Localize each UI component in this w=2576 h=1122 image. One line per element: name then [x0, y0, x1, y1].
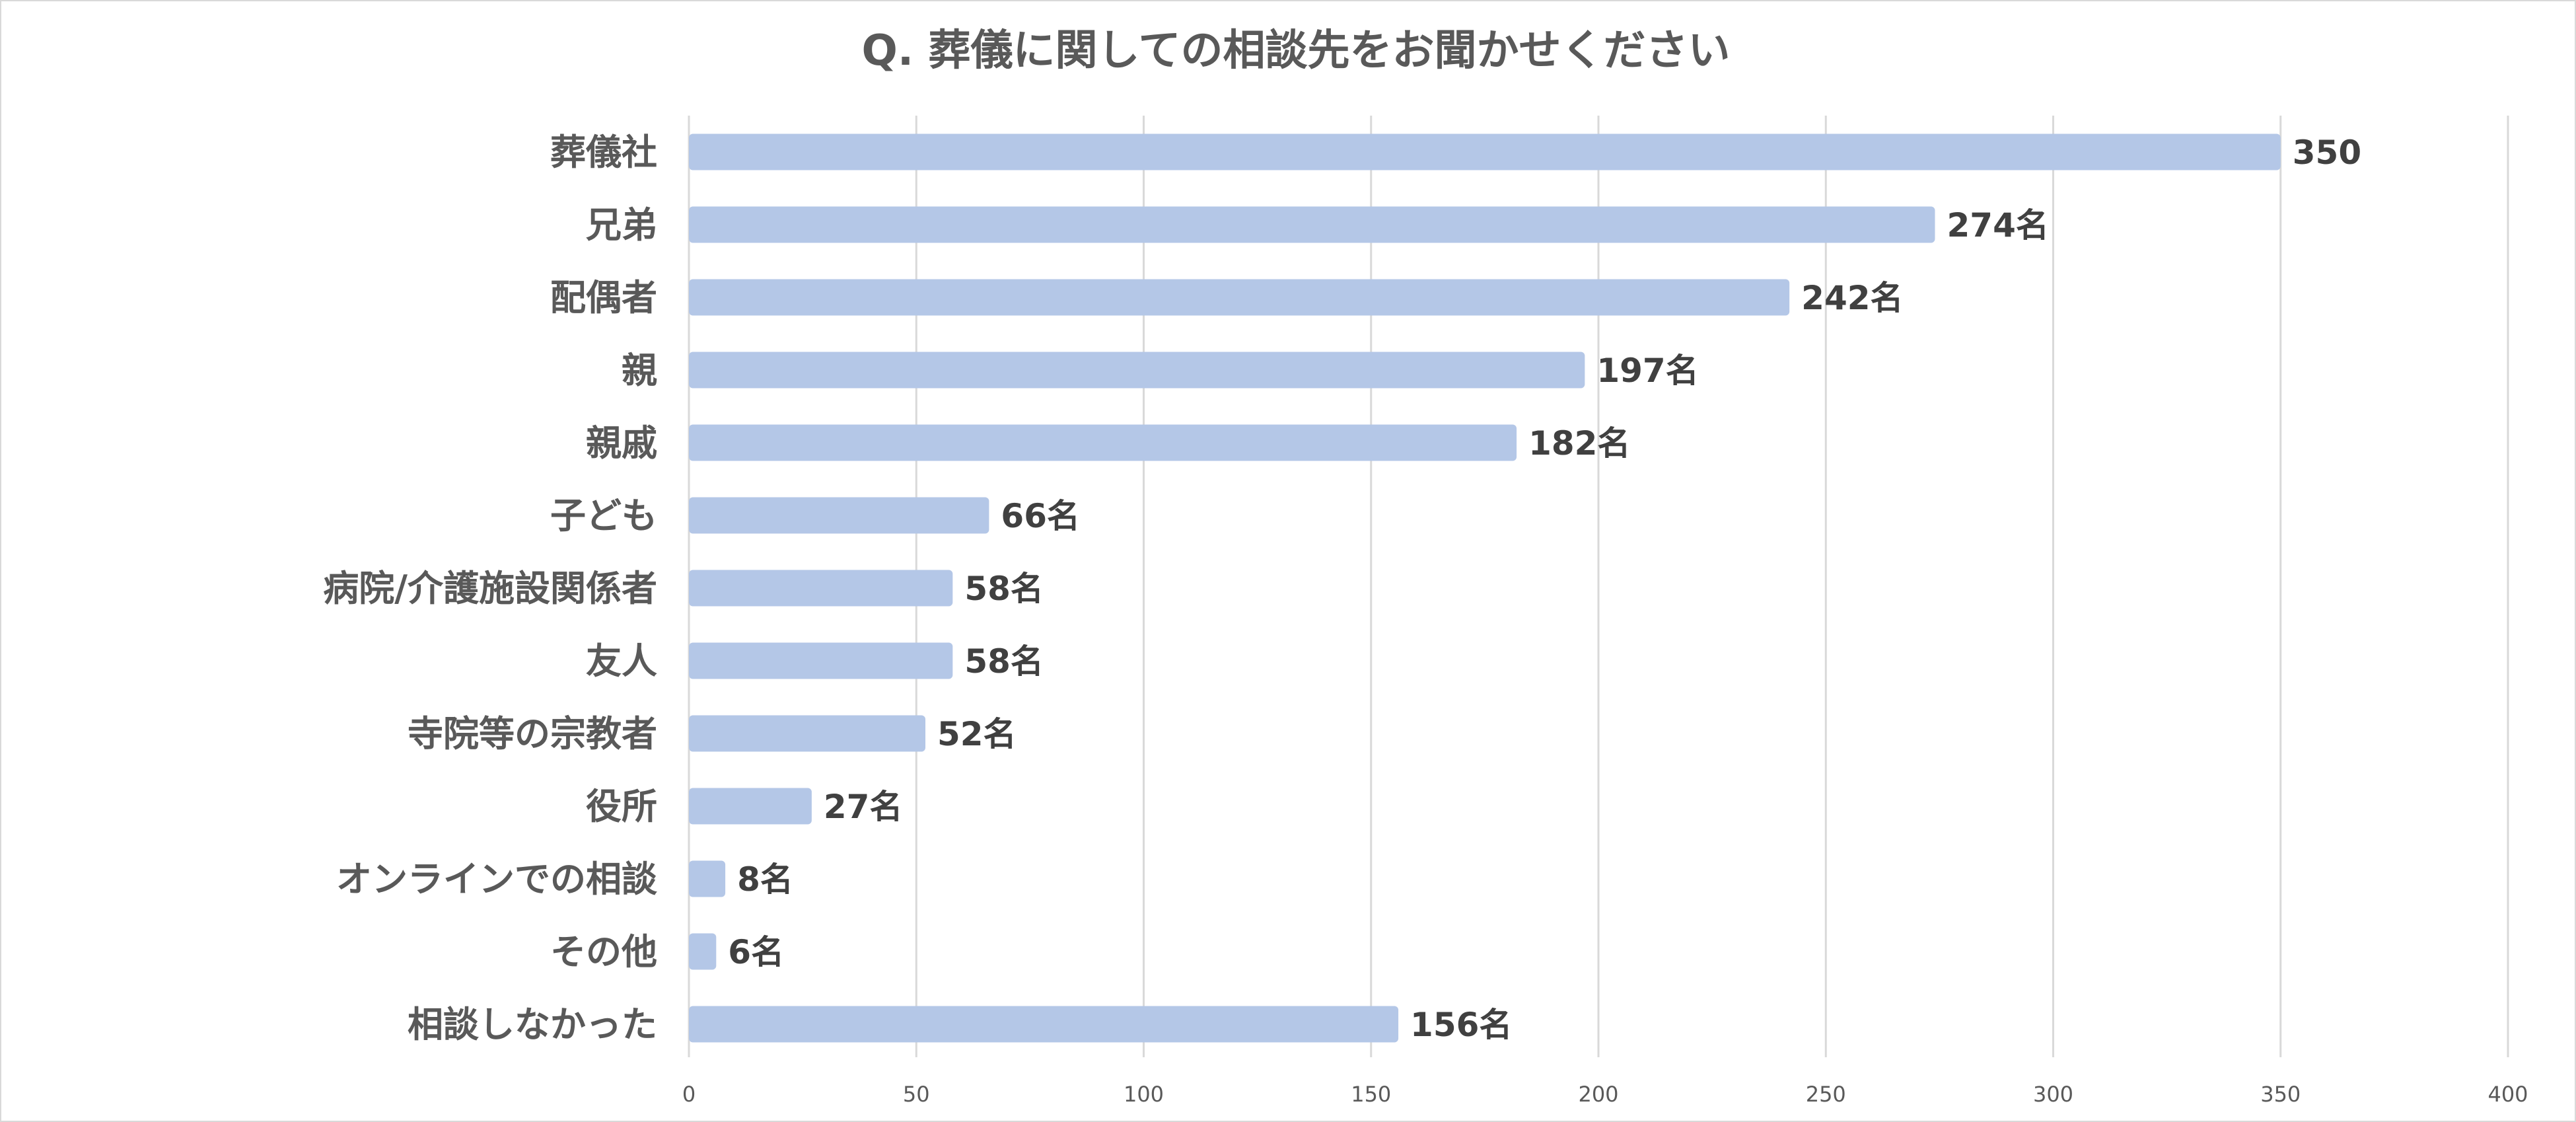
chart-title: Q. 葬儀に関しての相談先をお聞かせください [861, 26, 1730, 75]
data-label: 182名 [1528, 424, 1630, 463]
data-label: 66名 [1001, 497, 1080, 535]
bars [689, 133, 2281, 1043]
bar [689, 133, 2281, 170]
bar [689, 933, 717, 970]
category-label: 兄弟 [586, 204, 657, 246]
data-label: 197名 [1596, 352, 1698, 390]
category-labels: 葬儀社兄弟配偶者親親戚子ども病院/介護施設関係者友人寺院等の宗教者役所オンライン… [323, 131, 657, 1045]
x-tick-label: 100 [1124, 1082, 1164, 1107]
category-label: 寺院等の宗教者 [408, 713, 657, 755]
data-label: 52名 [937, 715, 1017, 753]
data-label: 6名 [728, 933, 784, 971]
bar [689, 788, 812, 825]
bar [689, 497, 989, 534]
category-label: 病院/介護施設関係者 [323, 568, 657, 609]
data-label: 274名 [1947, 206, 2048, 244]
bar [689, 715, 926, 752]
x-tick-label: 0 [682, 1082, 696, 1107]
category-label: 親戚 [586, 422, 657, 464]
x-tick-label: 250 [1806, 1082, 1846, 1107]
category-label: 葬儀社 [550, 131, 657, 173]
x-tick-label: 200 [1578, 1082, 1618, 1107]
bar [689, 1006, 1399, 1043]
bar [689, 570, 953, 607]
category-label: その他 [550, 931, 657, 973]
data-label: 58名 [964, 642, 1044, 681]
category-label: 配偶者 [550, 277, 657, 318]
bar [689, 279, 1790, 316]
x-tick-label: 50 [903, 1082, 930, 1107]
x-tick-label: 150 [1351, 1082, 1391, 1107]
data-label: 242名 [1801, 279, 1903, 317]
data-label: 156名 [1410, 1006, 1512, 1044]
bar [689, 352, 1585, 389]
bar [689, 206, 1935, 243]
gridlines [688, 116, 2509, 1057]
data-label: 350 [2293, 133, 2361, 172]
data-label: 27名 [824, 788, 903, 826]
data-label: 8名 [737, 860, 793, 899]
category-label: オンラインでの相談 [336, 858, 657, 900]
x-tick-label: 400 [2487, 1082, 2528, 1107]
category-label: 友人 [586, 640, 657, 682]
category-label: 子ども [550, 495, 657, 537]
x-tick-label: 350 [2260, 1082, 2301, 1107]
bar [689, 860, 726, 897]
x-axis-ticks: 0 50 100 150 200 250 300 350 400 [682, 1082, 2528, 1107]
bar [689, 424, 1517, 461]
category-label: 役所 [586, 786, 657, 827]
data-labels: 350 274名 242名 197名 182名 66名 58名 58名 52名 27名 8名 6名 15… [728, 133, 2361, 1044]
category-label: 相談しなかった [408, 1004, 657, 1045]
bar [689, 642, 953, 679]
data-label: 58名 [964, 570, 1044, 608]
x-tick-label: 300 [2033, 1082, 2073, 1107]
category-label: 親 [622, 350, 657, 391]
